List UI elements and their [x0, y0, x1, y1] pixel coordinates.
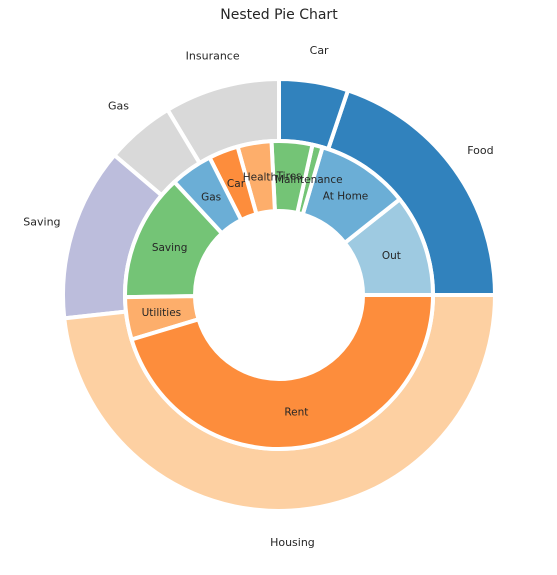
outer-label-gas: Gas [108, 99, 129, 112]
inner-label-maintenance: Maintenance [275, 174, 343, 186]
inner-label-gas: Gas [201, 191, 221, 203]
outer-label-car: Car [310, 44, 329, 57]
chart-title: Nested Pie Chart [220, 7, 338, 23]
inner-label-health: Health [243, 172, 277, 184]
outer-label-housing: Housing [270, 536, 315, 549]
inner-label-car: Car [227, 178, 246, 190]
inner-label-rent: Rent [284, 407, 308, 419]
inner-label-tires: Tires [276, 170, 302, 182]
outer-ring [61, 77, 497, 513]
outer-label-insurance: Insurance [186, 50, 240, 63]
outer-labels: Food Car Insurance Gas Saving Housing [23, 44, 493, 549]
outer-label-saving: Saving [23, 216, 60, 229]
inner-label-utilities: Utilities [142, 307, 182, 319]
inner-label-at-home: At Home [323, 190, 368, 202]
inner-label-saving: Saving [152, 242, 188, 254]
inner-label-out: Out [382, 250, 401, 262]
inner-wedge-rent [129, 293, 435, 451]
inner-ring [123, 139, 435, 451]
outer-label-food: Food [467, 144, 493, 157]
